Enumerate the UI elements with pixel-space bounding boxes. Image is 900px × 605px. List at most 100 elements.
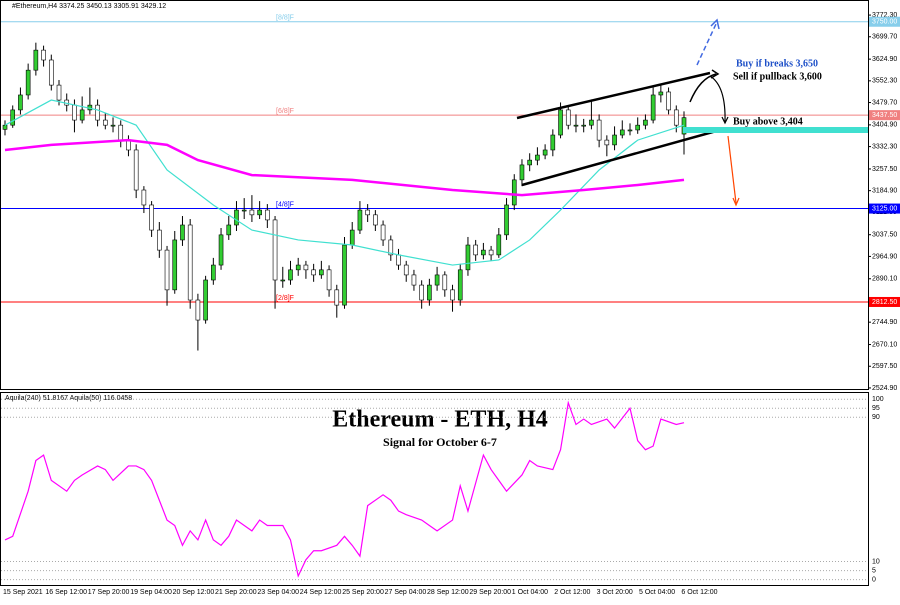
candle-body: [41, 49, 46, 61]
x-tick-label: 5 Oct 04:00: [639, 589, 675, 596]
candle-body: [265, 209, 270, 221]
candle-body: [48, 59, 54, 86]
candle-body: [180, 224, 185, 241]
candle-body: [79, 109, 85, 121]
arrow-up: [689, 73, 717, 103]
candle-body: [396, 254, 401, 266]
x-tick-label: 1 Oct 04:00: [512, 589, 548, 596]
candle-body: [226, 224, 232, 236]
candle-body: [373, 214, 378, 226]
y-tick-label: 90: [872, 414, 880, 421]
candle-body: [126, 139, 131, 151]
candle-body: [427, 284, 432, 301]
candle-body: [596, 119, 602, 141]
candle-body: [442, 274, 448, 291]
channel-lower: [521, 128, 721, 187]
indicator-subtitle: Signal for October 6-7: [383, 435, 497, 449]
candle-body: [234, 209, 239, 226]
candle-body: [257, 209, 262, 216]
buy-zone: [683, 127, 868, 133]
candle-body: [288, 269, 293, 281]
candle-body: [542, 149, 548, 156]
candle-body: [195, 299, 201, 321]
y-tick-label: 100: [872, 396, 884, 403]
y-tick-label: 3037.50: [872, 232, 897, 239]
candle-body: [272, 219, 278, 281]
y-tick-label: 2964.90: [872, 253, 897, 260]
candle-body: [295, 264, 301, 271]
candle-body: [643, 119, 648, 126]
y-tick-label: 3552.30: [872, 78, 897, 85]
candle-body: [581, 124, 586, 127]
y-tick-label: 0: [872, 576, 876, 583]
candle-body: [218, 234, 224, 266]
candle-body: [319, 269, 324, 276]
candle-body: [411, 274, 417, 286]
price-panel: [0, 0, 869, 390]
candle-body: [511, 179, 517, 206]
candle-body: [157, 229, 162, 251]
candle-body: [535, 154, 540, 161]
x-tick-label: 6 Oct 12:00: [681, 589, 717, 596]
y-tick-label: 3332.30: [872, 143, 897, 150]
candle-body: [457, 269, 463, 301]
x-tick-label: 23 Sep 04:00: [257, 589, 299, 596]
candle-body: [527, 159, 532, 166]
annotations: Buy if breaks 3,650 Sell if pullback 3,6…: [516, 18, 868, 207]
candle-body: [326, 269, 332, 291]
candle-body: [133, 149, 139, 191]
candle-body: [249, 209, 255, 216]
candle-body: [365, 209, 370, 216]
candle-body: [558, 109, 563, 136]
candle-body: [172, 239, 178, 291]
level-box: [869, 16, 900, 27]
candle-body: [666, 91, 671, 111]
candle-body: [103, 119, 108, 126]
level-box: [869, 296, 900, 307]
y-tick-label: 2744.90: [872, 319, 897, 326]
y-tick-label: 3257.50: [872, 166, 897, 173]
level-name: [6/8]F: [276, 108, 294, 115]
x-tick-label: 19 Sep 04:00: [130, 589, 172, 596]
annotation: Buy if breaks 3,650: [736, 58, 818, 69]
candle-body: [357, 209, 363, 231]
candle-body: [573, 124, 579, 127]
candle-body: [627, 129, 633, 132]
y-tick-label: 95: [872, 405, 880, 412]
candle-body: [149, 204, 154, 231]
candle-body: [589, 119, 594, 126]
level-value-label: 2812.50: [872, 299, 897, 306]
candle-body: [56, 84, 62, 101]
candle-body: [380, 224, 386, 241]
indicator-label: Aquila(240) 51.8167 Aquila(50) 116.0458: [5, 395, 132, 402]
arrow-head: [732, 197, 740, 207]
indicator-line: [4, 400, 685, 578]
candle-body: [10, 109, 16, 126]
candle-body: [473, 244, 478, 256]
candle-body: [658, 91, 664, 96]
header: #Ethereum,H4 3374.25 3450.13 3305.91 342…: [12, 3, 166, 10]
candle-body: [211, 264, 216, 281]
candle-body: [434, 274, 440, 286]
level-value-label: 3750.00: [872, 19, 897, 26]
indicator-title: Ethereum - ETH, H4: [332, 407, 548, 433]
y-tick-label: 2890.10: [872, 276, 897, 283]
candle-body: [334, 289, 340, 306]
arrow-head: [710, 69, 720, 79]
candle-body: [303, 264, 309, 271]
y-tick-label: 3404.90: [872, 122, 897, 129]
candle-body: [419, 284, 424, 301]
candle-body: [311, 269, 316, 276]
x-tick-label: 15 Sep 2021: [3, 589, 43, 596]
annotation: Buy above 3,404: [733, 116, 803, 127]
annotation: Sell if pullback 3,600: [733, 71, 822, 82]
y-tick-label: 3772.30: [872, 12, 897, 19]
candle-body: [141, 189, 147, 206]
level-name: [4/8]F: [276, 201, 294, 208]
level-box: [869, 110, 900, 121]
candle-body: [550, 134, 556, 151]
candle-body: [673, 109, 679, 126]
level-name: [2/8]F: [276, 295, 294, 302]
moving-average: [4, 99, 685, 266]
